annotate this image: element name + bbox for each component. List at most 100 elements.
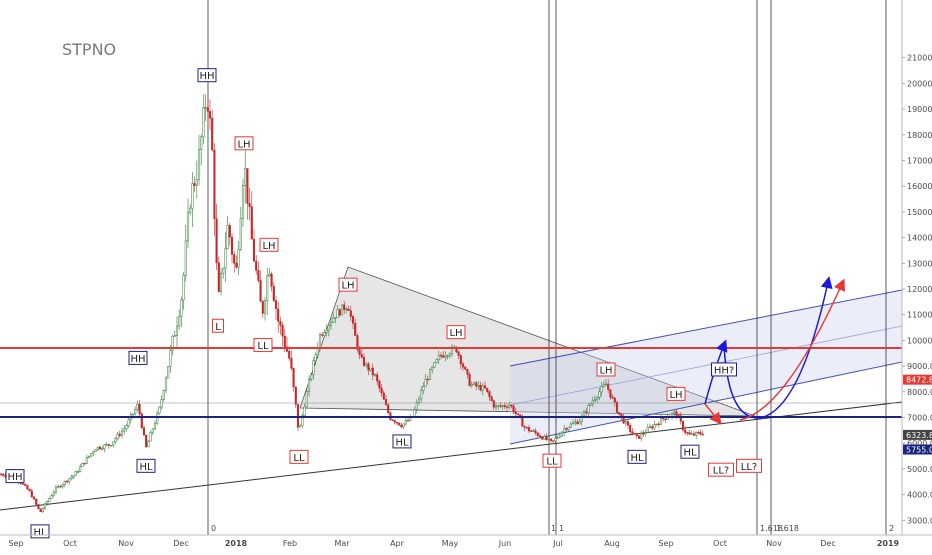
candle-body (532, 430, 535, 432)
x-tick-label: Mar (334, 539, 350, 548)
candle-body (626, 421, 630, 426)
candle-body (611, 396, 614, 399)
candle-body (446, 355, 449, 357)
candle-body (83, 462, 86, 465)
candle-body (224, 248, 227, 269)
candle-body (26, 485, 29, 490)
wave-label-box (708, 462, 734, 477)
candle-body (468, 374, 471, 387)
candle-body (118, 433, 121, 436)
candle-body (651, 426, 654, 429)
wave-label-box (542, 453, 562, 468)
price-axis[interactable]: 3000.0 4000.0 5000.0 6000.0 7000.0 8000.0 9000… (901, 0, 932, 535)
wave-label-box (197, 68, 217, 83)
price-tag-label: 6323.8 (906, 431, 932, 440)
candle-body (343, 304, 346, 311)
candle-body (318, 334, 322, 348)
candle-body (642, 433, 645, 435)
candle-body (226, 225, 229, 249)
candle-body (582, 411, 586, 417)
candle-body (96, 446, 99, 451)
candle-body (182, 275, 185, 301)
candle-body (483, 385, 487, 389)
candle-body (378, 380, 381, 389)
x-tick-label: Oct (713, 539, 727, 548)
price-tag-bg (903, 429, 932, 440)
candle-body (400, 424, 403, 428)
candle-body (417, 398, 421, 403)
candle-body (657, 423, 660, 426)
wave-label-box (128, 350, 148, 365)
candle-body (543, 435, 546, 440)
long-term-trendline (0, 401, 903, 511)
candle-body (76, 471, 80, 473)
candle-body (571, 422, 575, 425)
candle-body (444, 355, 447, 358)
price-tag-bg (903, 444, 932, 455)
candle-body (217, 262, 220, 292)
candle-body (186, 212, 190, 242)
y-tick-label: 16000.0 (907, 182, 932, 191)
candle-body (494, 405, 498, 408)
x-tick-label: Sep (8, 539, 23, 548)
time-axis[interactable]: Sep Oct Nov Dec 2018 Feb Mar Apr May Jun Jul Aug Sep… (0, 534, 932, 548)
candle-body (360, 354, 363, 358)
candle-body (402, 423, 405, 428)
candle-body (692, 433, 696, 436)
candle-body (114, 438, 117, 443)
wave-label: HH (130, 354, 145, 365)
candle-body (503, 405, 506, 407)
candle-body (404, 420, 407, 425)
wave-label: LL (257, 341, 269, 352)
candle-body (59, 485, 62, 488)
candle-body (327, 325, 330, 331)
candle-body (142, 427, 146, 436)
candle-body (241, 185, 245, 219)
candle-body (362, 356, 366, 366)
candle-body (314, 354, 317, 361)
candle-body (554, 438, 557, 442)
candle-body (497, 405, 500, 407)
x-tick-label: Jun (498, 539, 512, 548)
candle-body (259, 280, 262, 302)
candle-body (673, 411, 676, 414)
wave-label: LH (341, 281, 354, 292)
candle-body (466, 368, 469, 375)
y-tick-label: 12000.0 (907, 285, 932, 294)
candle-body (52, 491, 55, 496)
candle-body (272, 286, 275, 301)
candle-body (549, 438, 553, 441)
candle-body (367, 363, 370, 371)
wave-label-box (253, 338, 273, 353)
candle-body (470, 383, 473, 387)
y-tick-label: 17000.0 (907, 157, 932, 166)
x-tick-label: Nov (118, 539, 134, 548)
candle-body (510, 405, 513, 407)
candle-body (332, 317, 335, 323)
projection-arrow-up-red (739, 278, 845, 421)
candle-body (354, 323, 357, 336)
candle-body (527, 427, 531, 432)
candle-body (61, 484, 64, 488)
candle-body (345, 308, 348, 311)
candle-body (94, 449, 97, 452)
candle-body (690, 433, 693, 435)
candle-body (39, 508, 42, 513)
wave-label-box (5, 469, 25, 484)
wave-label-box (289, 449, 309, 464)
wave-label-box (234, 136, 254, 151)
candle-body (219, 272, 223, 292)
candle-body (516, 413, 520, 415)
candle-body (525, 427, 528, 429)
candle-body (653, 424, 656, 429)
candle-body (415, 402, 418, 410)
candle-body (435, 359, 438, 363)
candle-body (127, 419, 130, 426)
candle-body (213, 149, 216, 219)
candle-body (180, 299, 183, 317)
y-tick-label: 6000.0 (907, 439, 932, 448)
candle-body (274, 300, 278, 310)
candle-body (134, 409, 137, 415)
